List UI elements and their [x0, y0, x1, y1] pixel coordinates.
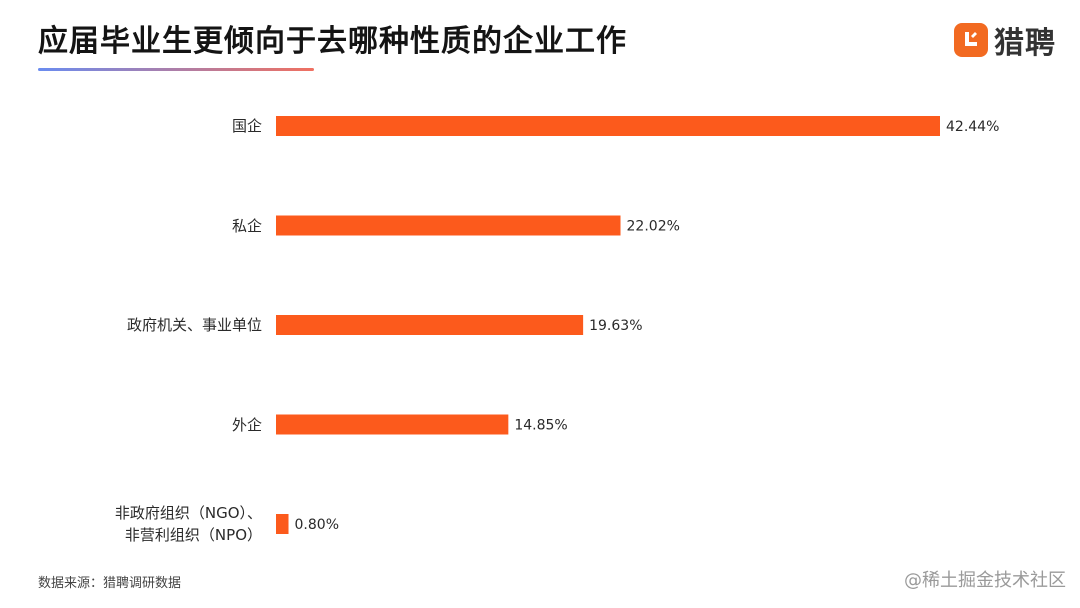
logo-glyph	[965, 32, 977, 46]
category-label-line: 私企	[231, 216, 262, 235]
bar	[276, 215, 621, 236]
category-label: 政府机关、事业单位	[127, 314, 262, 336]
bar-value-label: 22.02%	[627, 219, 680, 235]
chart-title: 应届毕业生更倾向于去哪种性质的企业工作	[38, 24, 627, 59]
logo: 猎聘	[954, 18, 1056, 62]
logo-text: 猎聘	[994, 26, 1056, 61]
bar-value-label: 14.85%	[514, 418, 567, 434]
bar	[276, 315, 584, 335]
category-label-line: 外企	[231, 415, 262, 434]
bar	[276, 414, 509, 435]
title-underline	[38, 68, 314, 71]
category-label: 外企	[232, 414, 262, 436]
bar-value-label: 42.44%	[946, 119, 999, 135]
bar-chart: 42.44% 22.02% 19.63% 14.85% 0.80%	[276, 116, 999, 534]
bar	[276, 116, 940, 136]
category-label-line: 非政府组织（NGO）、	[114, 504, 262, 522]
category-label: 国企	[232, 115, 262, 137]
data-source: 数据来源：猎聘调研数据	[38, 576, 182, 591]
category-label-line: 非营利组织（NPO）	[124, 526, 262, 544]
bar-value-label: 19.63%	[589, 318, 642, 334]
category-label-line: 国企	[231, 117, 262, 135]
bar-value-label: 0.80%	[295, 517, 339, 533]
category-label-line: 政府机关、事业单位	[126, 316, 262, 334]
bar	[276, 514, 289, 534]
category-label: 非政府组织（NGO）、非营利组织（NPO）	[115, 502, 262, 546]
category-label: 私企	[232, 215, 262, 237]
watermark: @稀土掘金技术社区	[904, 570, 1066, 591]
liepin-logo-icon	[954, 23, 988, 57]
